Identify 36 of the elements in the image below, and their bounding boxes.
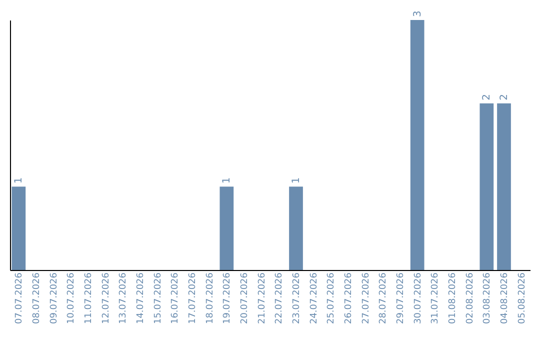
- x-tick-label: 04.08.2026: [500, 272, 510, 324]
- x-tick-label: 22.07.2026: [274, 272, 285, 324]
- x-tick-label: 19.07.2026: [222, 272, 233, 324]
- x-tick-label: 15.07.2026: [153, 272, 164, 324]
- x-tick-label: 14.07.2026: [136, 272, 146, 324]
- x-tick-label: 08.07.2026: [32, 272, 42, 324]
- x-tick-label: 03.08.2026: [482, 272, 493, 324]
- x-tick-label: 25.07.2026: [326, 272, 337, 324]
- data-label: 2: [499, 94, 510, 100]
- data-label: 1: [291, 177, 302, 184]
- x-tick-label: 18.07.2026: [205, 272, 216, 324]
- x-tick-label: 21.07.2026: [257, 272, 268, 324]
- data-label: 3: [412, 10, 424, 17]
- x-tick-label: 29.07.2026: [396, 272, 406, 324]
- x-tick-label: 16.07.2026: [170, 272, 181, 324]
- x-tick-label: 01.08.2026: [448, 272, 458, 324]
- x-tick-label: 20.07.2026: [240, 272, 250, 324]
- x-tick-label: 28.07.2026: [378, 272, 389, 324]
- x-tick-label: 27.07.2026: [361, 272, 372, 324]
- x-tick-label: 30.07.2026: [413, 272, 424, 324]
- data-label: 2: [482, 94, 493, 100]
- x-tick-label: 12.07.2026: [101, 272, 112, 324]
- x-tick-label: 31.07.2026: [430, 272, 441, 324]
- x-tick-label: 07.07.2026: [14, 272, 25, 324]
- x-tick-label: 10.07.2026: [66, 272, 77, 324]
- x-tick-label: 05.08.2026: [517, 272, 528, 324]
- x-tick-label: 13.07.2026: [118, 272, 129, 324]
- x-tick-label: 24.07.2026: [309, 272, 320, 324]
- x-tick-label: 17.07.2026: [188, 272, 198, 324]
- x-tick-label: 09.07.2026: [49, 272, 60, 324]
- data-label: 1: [14, 177, 25, 184]
- x-tick-label: 11.07.2026: [84, 272, 94, 324]
- x-tick-label: 02.08.2026: [465, 272, 476, 324]
- data-label: 1: [222, 177, 233, 184]
- x-tick-label: 23.07.2026: [292, 272, 302, 324]
- x-tick-label: 26.07.2026: [344, 272, 354, 324]
